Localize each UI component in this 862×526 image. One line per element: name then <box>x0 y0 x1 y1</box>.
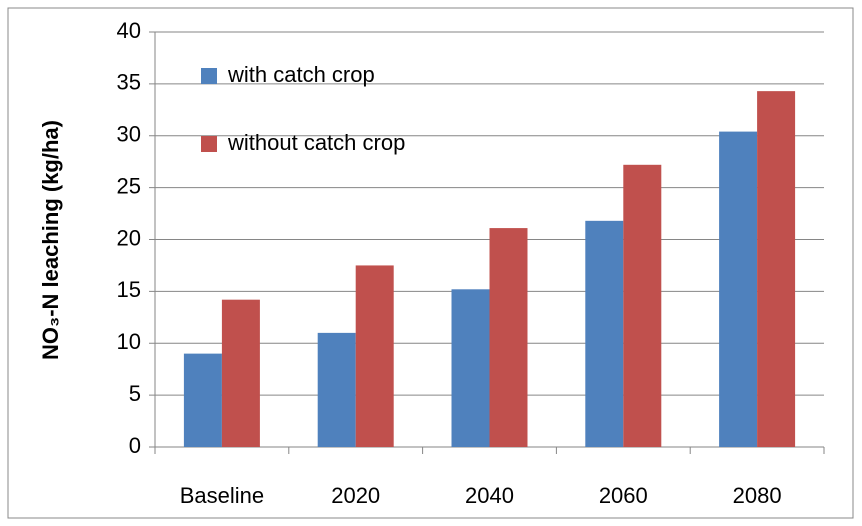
legend-swatch <box>201 68 217 84</box>
y-tick-label: 15 <box>117 277 141 302</box>
y-tick-label: 0 <box>129 433 141 458</box>
y-tick-label: 40 <box>117 18 141 43</box>
y-tick-label: 35 <box>117 70 141 95</box>
y-tick-label: 25 <box>117 173 141 198</box>
bar <box>623 164 662 448</box>
bar <box>719 131 758 447</box>
y-tick-label: 10 <box>117 329 141 354</box>
x-tick-label: 2020 <box>331 483 380 508</box>
legend-label: with catch crop <box>227 62 375 87</box>
y-tick-label: 20 <box>117 225 141 250</box>
bar <box>451 289 490 447</box>
legend-swatch <box>201 136 217 152</box>
bar <box>585 220 624 447</box>
legend-label: without catch crop <box>227 130 405 155</box>
bar <box>757 91 796 447</box>
bar <box>221 299 260 447</box>
x-tick-label: 2060 <box>599 483 648 508</box>
y-axis-label: NO₃-N leaching (kg/ha) <box>38 120 63 360</box>
bar <box>489 228 528 447</box>
bar <box>355 265 394 447</box>
x-tick-label: Baseline <box>180 483 264 508</box>
chart-frame <box>7 7 854 519</box>
bar <box>183 353 222 447</box>
x-tick-label: 2080 <box>733 483 782 508</box>
y-tick-label: 5 <box>129 381 141 406</box>
bar <box>317 332 356 447</box>
x-tick-label: 2040 <box>465 483 514 508</box>
y-tick-label: 30 <box>117 122 141 147</box>
